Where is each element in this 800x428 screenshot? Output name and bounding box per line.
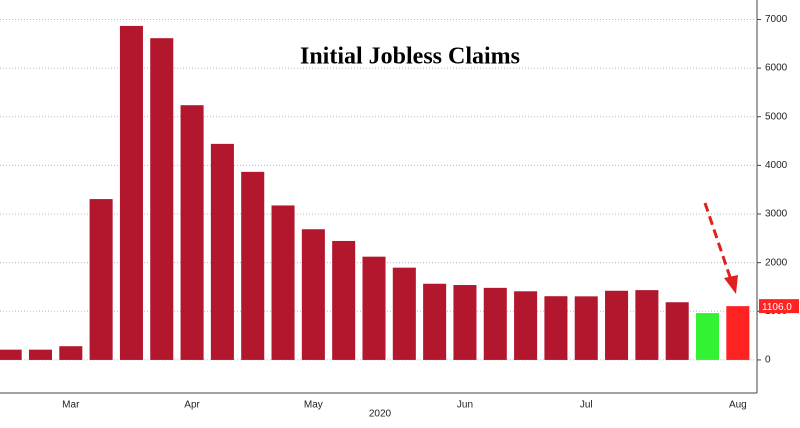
- value-label-box: [759, 299, 799, 314]
- bar: [574, 296, 598, 360]
- arrow-head: [724, 275, 738, 294]
- bar: [483, 287, 507, 360]
- y-tick-label: 7000: [765, 14, 788, 25]
- bar: [210, 143, 234, 360]
- bar: [726, 306, 750, 360]
- x-tick-label: Apr: [184, 400, 200, 411]
- chart-title: Initial Jobless Claims: [300, 44, 520, 70]
- x-tick-label: May: [304, 400, 323, 411]
- bars: [0, 25, 750, 360]
- x-tick-label: Aug: [729, 400, 747, 411]
- y-tick-label: 6000: [765, 63, 788, 74]
- bar: [423, 283, 447, 360]
- bar: [332, 240, 356, 360]
- x-tick-label: Mar: [62, 400, 80, 411]
- arrow-shaft: [703, 202, 733, 281]
- y-tick-label: 2000: [765, 257, 788, 268]
- x-tick-label: Jun: [457, 400, 473, 411]
- bar: [665, 302, 689, 360]
- bar: [392, 267, 416, 360]
- x-tick-label: Jul: [580, 400, 593, 411]
- bar: [695, 313, 720, 360]
- value-label: 1106.0: [762, 302, 792, 313]
- bar: [271, 205, 295, 360]
- bar: [119, 25, 143, 360]
- bar: [0, 349, 22, 360]
- bar: [59, 346, 83, 360]
- bar: [180, 105, 204, 360]
- x-axis-label: 2020: [369, 409, 392, 420]
- bar: [514, 291, 538, 360]
- bar: [301, 229, 325, 360]
- y-tick-label: 0: [765, 355, 771, 366]
- y-tick-label: 3000: [765, 209, 788, 220]
- bar: [241, 171, 265, 360]
- bar: [89, 199, 113, 360]
- bar: [544, 296, 568, 360]
- bar: [635, 290, 659, 360]
- bar: [605, 290, 629, 360]
- y-tick-label: 5000: [765, 111, 788, 122]
- bar: [28, 349, 53, 360]
- bar: [453, 285, 477, 360]
- bar: [150, 38, 174, 360]
- bar: [362, 256, 386, 360]
- y-tick-label: 4000: [765, 160, 788, 171]
